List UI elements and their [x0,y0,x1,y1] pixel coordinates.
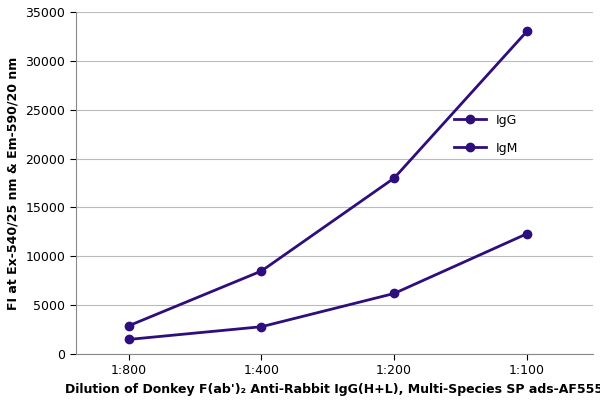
IgM [125,337,133,342]
IgG [391,176,398,181]
IgM [258,324,265,329]
Legend: IgG, IgM: IgG, IgM [454,114,518,155]
IgM [523,231,530,236]
Y-axis label: FI at Ex-540/25 nm & Em-590/20 nm: FI at Ex-540/25 nm & Em-590/20 nm [7,56,20,310]
X-axis label: Dilution of Donkey F(ab')₂ Anti-Rabbit IgG(H+L), Multi-Species SP ads-AF555: Dilution of Donkey F(ab')₂ Anti-Rabbit I… [65,383,600,396]
IgM [391,291,398,296]
IgG [125,323,133,328]
IgG [258,268,265,273]
Line: IgG: IgG [125,27,531,330]
Line: IgM: IgM [125,230,531,344]
IgG [523,29,530,34]
